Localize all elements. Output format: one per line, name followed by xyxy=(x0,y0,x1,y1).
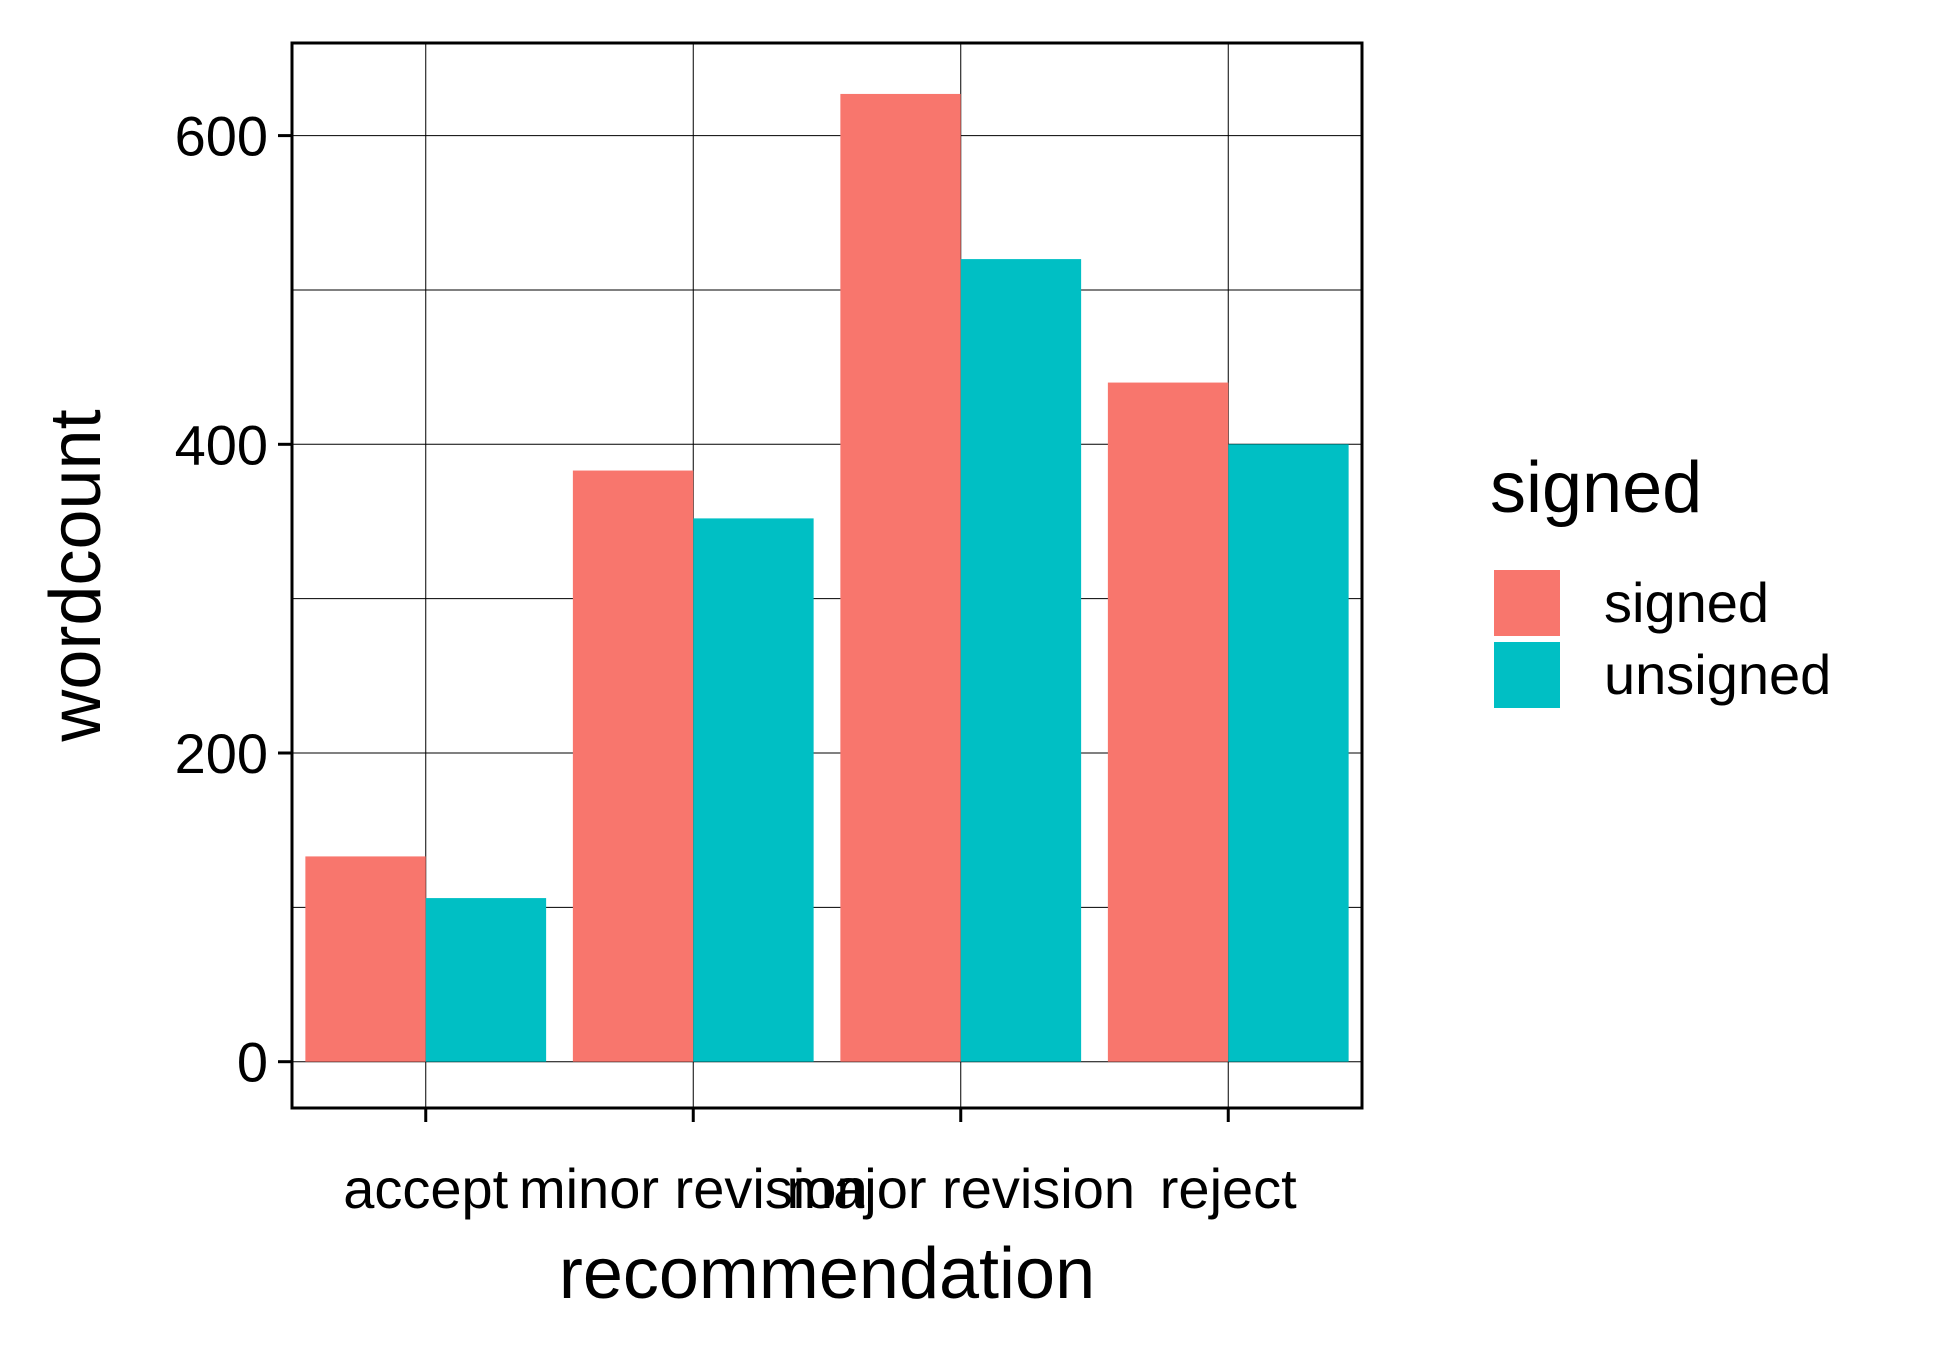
bar-signed-minor-revision xyxy=(572,470,694,1062)
legend-key-signed xyxy=(1494,570,1560,636)
y-tick-label: 0 xyxy=(237,1031,268,1094)
y-axis-tick-labels: 0 200 400 600 xyxy=(175,105,268,1094)
legend-key-unsigned xyxy=(1494,642,1560,708)
bars xyxy=(305,93,1349,1062)
bar-signed-accept xyxy=(305,856,426,1062)
y-tick-label: 200 xyxy=(175,722,268,785)
x-tick-label: reject xyxy=(1160,1157,1297,1220)
y-tick-label: 400 xyxy=(175,413,268,476)
bar-unsigned-accept xyxy=(425,898,547,1062)
x-tick-label: minor revision xyxy=(519,1157,868,1220)
y-axis-title: wordcount xyxy=(36,409,116,742)
plot-panel-border xyxy=(290,41,1364,1110)
bar-unsigned-reject xyxy=(1228,444,1349,1062)
y-tick-label: 600 xyxy=(175,105,268,168)
bar-signed-major-revision xyxy=(840,93,961,1062)
legend: signed signed unsigned xyxy=(1490,448,1831,708)
bar-unsigned-minor-revision xyxy=(693,518,814,1062)
x-tick-label: major revision xyxy=(786,1157,1135,1220)
axis-ticks xyxy=(278,134,1230,1122)
bar-signed-reject xyxy=(1107,382,1229,1062)
legend-label-unsigned: unsigned xyxy=(1604,643,1831,706)
bar-unsigned-major-revision xyxy=(960,259,1082,1062)
legend-label-signed: signed xyxy=(1604,571,1769,634)
legend-title: signed xyxy=(1490,448,1702,528)
x-tick-label: accept xyxy=(343,1157,508,1220)
legend-items: signed unsigned xyxy=(1494,570,1831,708)
x-axis-title: recommendation xyxy=(559,1234,1095,1314)
